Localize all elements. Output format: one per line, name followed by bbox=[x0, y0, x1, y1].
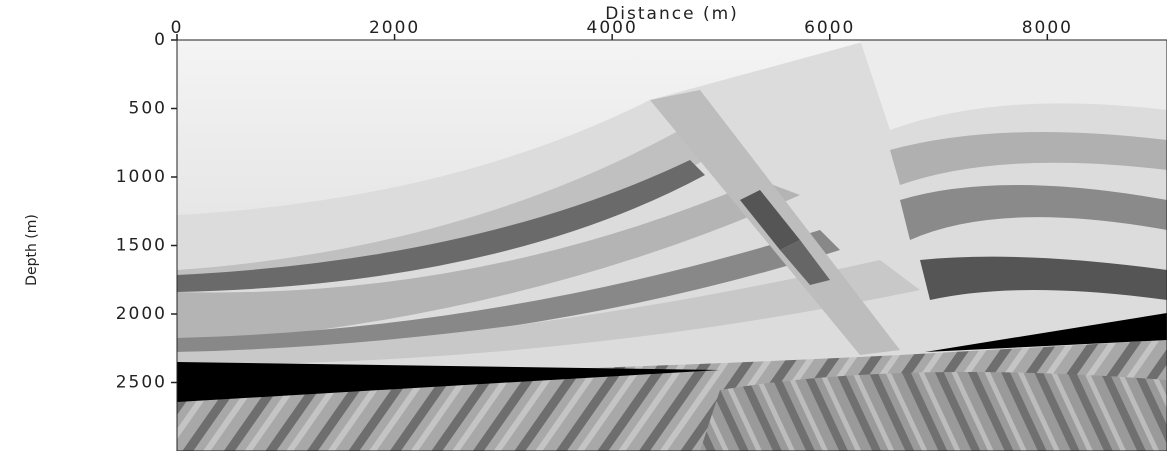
x-tick-label: 0 bbox=[171, 18, 184, 38]
x-tick-label: 8000 bbox=[1022, 18, 1073, 38]
y-tick-label: 0 bbox=[154, 30, 167, 50]
y-tick-label: 500 bbox=[129, 99, 167, 119]
x-tick-label: 6000 bbox=[804, 18, 855, 38]
y-axis-title: Depth (m) bbox=[24, 214, 40, 286]
y-tick-label: 1000 bbox=[116, 167, 167, 187]
y-tick-label: 1500 bbox=[116, 236, 167, 256]
x-tick-label: 2000 bbox=[369, 18, 420, 38]
velocity-image bbox=[177, 40, 1167, 451]
y-tick-label: 2000 bbox=[116, 304, 167, 324]
chart: Distance (m) Depth (m) 02000400060008000… bbox=[0, 0, 1167, 451]
x-tick-label: 4000 bbox=[587, 18, 638, 38]
y-tick-label: 2500 bbox=[116, 373, 167, 393]
